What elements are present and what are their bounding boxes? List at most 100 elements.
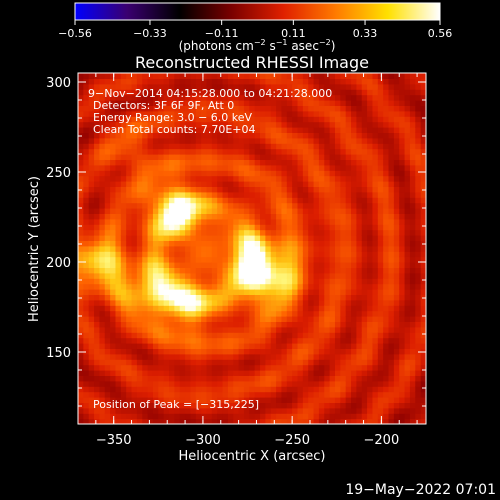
heat-cell [276,256,283,263]
heat-cell [393,240,400,247]
heat-cell [404,73,411,79]
heat-cell [324,116,331,123]
heat-cell [110,375,117,382]
heat-cell [217,127,224,133]
heat-cell [217,413,224,420]
heat-cell [388,278,395,285]
heat-cell [409,310,416,317]
heat-cell [185,348,192,355]
heat-cell [313,391,320,398]
heat-cell [265,310,272,317]
heat-cell [120,348,127,355]
heat-cell [163,213,170,220]
heat-cell [238,310,245,317]
heat-cell [409,397,416,403]
heat-cell [115,283,122,290]
heat-cell [393,83,400,90]
heat-cell [409,191,416,198]
heat-cell [158,105,165,112]
heat-cell [190,310,197,317]
heat-cell [120,321,127,328]
heat-cell [190,73,197,79]
heat-cell [195,224,202,231]
heat-cell [115,132,122,139]
colorbar [74,2,441,21]
heat-cell [83,148,90,155]
heat-cell [190,181,197,187]
heat-cell [211,229,218,236]
heat-cell [420,164,426,171]
heat-cell [265,305,272,312]
heat-cell [222,353,229,360]
heat-cell [78,110,84,117]
heat-cell [281,397,288,403]
heat-cell [174,359,181,366]
heat-cell [254,289,261,295]
heat-cell [179,154,186,160]
heat-cell [286,105,293,112]
heat-cell [169,370,175,376]
heat-cell [88,197,95,204]
heat-cell [399,191,406,198]
heat-cell [120,299,127,306]
heat-cell [217,83,224,90]
heat-cell [361,413,368,420]
heat-cell [260,278,266,285]
heat-cell [83,294,90,301]
heat-cell [233,359,240,366]
heat-cell [83,116,90,123]
heat-cell [281,100,288,106]
heat-cell [238,110,245,117]
heat-cell [126,402,133,409]
heat-cell [340,218,347,225]
heat-cell [324,245,331,252]
heat-cell [233,407,240,414]
heat-cell [270,262,277,268]
heat-cell [83,105,90,112]
heat-cell [351,94,357,101]
heat-cell [243,143,250,150]
heat-cell [377,289,384,295]
heat-cell [217,370,224,376]
heat-cell [104,110,111,117]
heat-cell [94,407,101,414]
heat-cell [217,267,224,274]
heat-cell [190,283,197,290]
heat-cell [131,375,138,382]
heat-cell [206,116,213,123]
heat-cell [420,359,426,366]
heat-cell [367,418,374,424]
heat-cell [249,78,256,85]
heat-cell [179,375,186,382]
heat-cell [334,78,341,85]
heat-cell [99,110,106,117]
heat-cell [249,397,256,403]
heat-cell [404,289,411,295]
heat-cell [270,272,277,279]
heat-cell [367,305,374,312]
heat-cell [292,391,299,398]
heat-cell [238,251,245,258]
heat-cell [238,127,245,133]
heat-cell [211,137,218,144]
heat-cell [404,364,411,371]
heat-cell [142,89,149,96]
heat-cell [334,289,341,295]
heat-cell [158,175,165,182]
heat-cell [302,229,309,236]
heat-cell [399,272,406,279]
heat-cell [131,299,138,306]
heat-cell [158,191,165,198]
heat-cell [222,197,229,204]
heat-cell [190,397,197,403]
heat-cell [420,121,426,128]
heat-cell [420,229,426,236]
heat-cell [110,391,117,398]
heat-cell [206,418,213,424]
heat-cell [409,235,416,241]
heat-cell [372,218,379,225]
heat-cell [308,235,315,241]
heat-cell [163,348,170,355]
heat-cell [110,154,117,160]
heat-cell [78,375,84,382]
